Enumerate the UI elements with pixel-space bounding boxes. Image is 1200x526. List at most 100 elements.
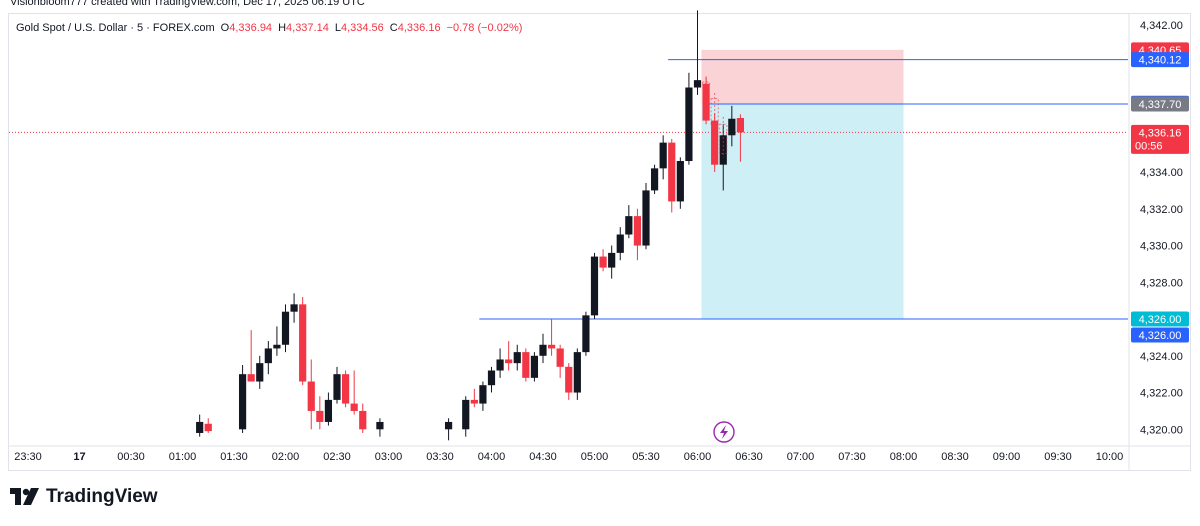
price-chart[interactable]: 4,342.00 4,334.00 4,332.00 4,330.00 4,328.00… [0, 0, 1200, 480]
candlestick[interactable] [530, 352, 539, 382]
tradingview-logo-icon [10, 488, 39, 505]
candlestick[interactable] [196, 414, 204, 437]
candlestick[interactable] [616, 227, 624, 261]
projected-candle [701, 78, 711, 86]
high-label: H [278, 22, 287, 34]
candle-body [625, 216, 633, 235]
time-tick-label: 01:00 [169, 451, 197, 463]
candlestick[interactable] [539, 333, 547, 364]
candle-body [676, 161, 684, 202]
candle-body [608, 252, 616, 268]
candle-body [462, 399, 470, 430]
candle-body [247, 374, 255, 382]
candle-body [522, 352, 530, 378]
candle-body [736, 118, 745, 133]
candlestick[interactable] [479, 381, 487, 411]
candlestick[interactable] [359, 403, 367, 433]
tradingview-wordmark: TradingView [46, 486, 158, 507]
candle-body [539, 344, 547, 356]
candlestick[interactable] [307, 359, 315, 430]
high-value: 4,337.14 [286, 22, 329, 34]
candlestick[interactable] [702, 76, 710, 125]
candle-body [693, 80, 702, 88]
candlestick[interactable] [625, 205, 633, 239]
time-tick-label: 03:30 [426, 451, 454, 463]
candlestick[interactable] [376, 418, 384, 437]
price-tick-label: 4,320.00 [1140, 424, 1183, 436]
candlestick[interactable] [444, 418, 453, 441]
time-tick-label: 07:00 [787, 451, 815, 463]
open-value: 4,336.94 [229, 22, 273, 34]
candle-body [633, 216, 642, 246]
candlestick[interactable] [590, 252, 599, 320]
candlestick[interactable] [505, 341, 513, 371]
candle-body [479, 385, 487, 404]
candle-body [659, 142, 667, 169]
stop-loss-zone[interactable] [701, 49, 904, 105]
candle-body [582, 315, 590, 353]
candlestick[interactable] [659, 135, 667, 180]
time-tick-label: 02:30 [323, 451, 351, 463]
candlestick[interactable] [496, 348, 504, 378]
candle-body [599, 256, 607, 268]
low-label: L [334, 22, 341, 34]
candle-body [505, 359, 513, 364]
take-profit-zone[interactable] [701, 104, 904, 320]
candlestick[interactable] [316, 396, 324, 430]
candlestick[interactable] [736, 114, 745, 162]
time-tick-label: 08:30 [941, 451, 969, 463]
candlestick[interactable] [324, 392, 333, 426]
candlestick[interactable] [633, 208, 642, 261]
candle-body [341, 374, 350, 404]
candlestick[interactable] [668, 138, 676, 213]
price-tick-label: 4,324.00 [1140, 351, 1183, 363]
candlestick[interactable] [264, 341, 272, 375]
price-tick-label: 4,332.00 [1140, 204, 1183, 216]
close-label: C [389, 22, 398, 34]
candlestick[interactable] [582, 311, 590, 356]
candle-body [204, 423, 212, 432]
level-price-tag-text: 4,337.70 [1139, 99, 1182, 111]
candlestick[interactable] [711, 113, 719, 173]
candlestick[interactable] [547, 319, 556, 356]
candlestick[interactable] [522, 348, 530, 382]
candlestick[interactable] [281, 304, 290, 353]
price-tag: 4,326.00 [1131, 311, 1189, 327]
candle-body [264, 348, 272, 364]
candlestick[interactable] [247, 330, 255, 382]
candlestick[interactable] [565, 363, 573, 400]
projected-candle-body [701, 81, 711, 85]
candlestick[interactable] [350, 370, 358, 415]
current-price-tag-text: 4,336.16 [1139, 127, 1182, 139]
candlestick[interactable] [273, 326, 281, 356]
candle-body [547, 344, 556, 349]
candlestick[interactable] [256, 355, 264, 389]
candlestick[interactable] [290, 293, 298, 323]
candlestick[interactable] [693, 10, 702, 95]
candlestick[interactable] [487, 366, 496, 393]
candlestick[interactable] [599, 249, 607, 272]
candlestick[interactable] [556, 344, 564, 378]
candle-body [299, 304, 307, 382]
projected-candle [710, 93, 719, 128]
candlestick[interactable] [299, 296, 307, 386]
candlestick[interactable] [333, 366, 341, 404]
candle-body [530, 355, 539, 378]
candlestick[interactable] [642, 183, 650, 250]
candlestick[interactable] [676, 157, 684, 209]
candlestick[interactable] [728, 105, 736, 147]
candlestick[interactable] [608, 245, 616, 279]
candlestick[interactable] [470, 388, 478, 408]
chart-frame [8, 13, 1191, 471]
candlestick[interactable] [462, 396, 470, 437]
candlestick[interactable] [513, 344, 521, 371]
candlestick[interactable] [238, 364, 247, 433]
candlestick[interactable] [650, 164, 659, 195]
candlestick[interactable] [341, 370, 350, 408]
candlestick[interactable] [573, 348, 581, 400]
symbol-name[interactable]: Gold Spot / U.S. Dollar · 5 · FOREX.com [16, 22, 215, 34]
candlestick[interactable] [685, 72, 693, 165]
chart-attribution: Visionbloom777 created with TradingView.… [10, 0, 365, 8]
candlestick[interactable] [204, 418, 212, 433]
event-flash-icon[interactable] [713, 421, 735, 443]
